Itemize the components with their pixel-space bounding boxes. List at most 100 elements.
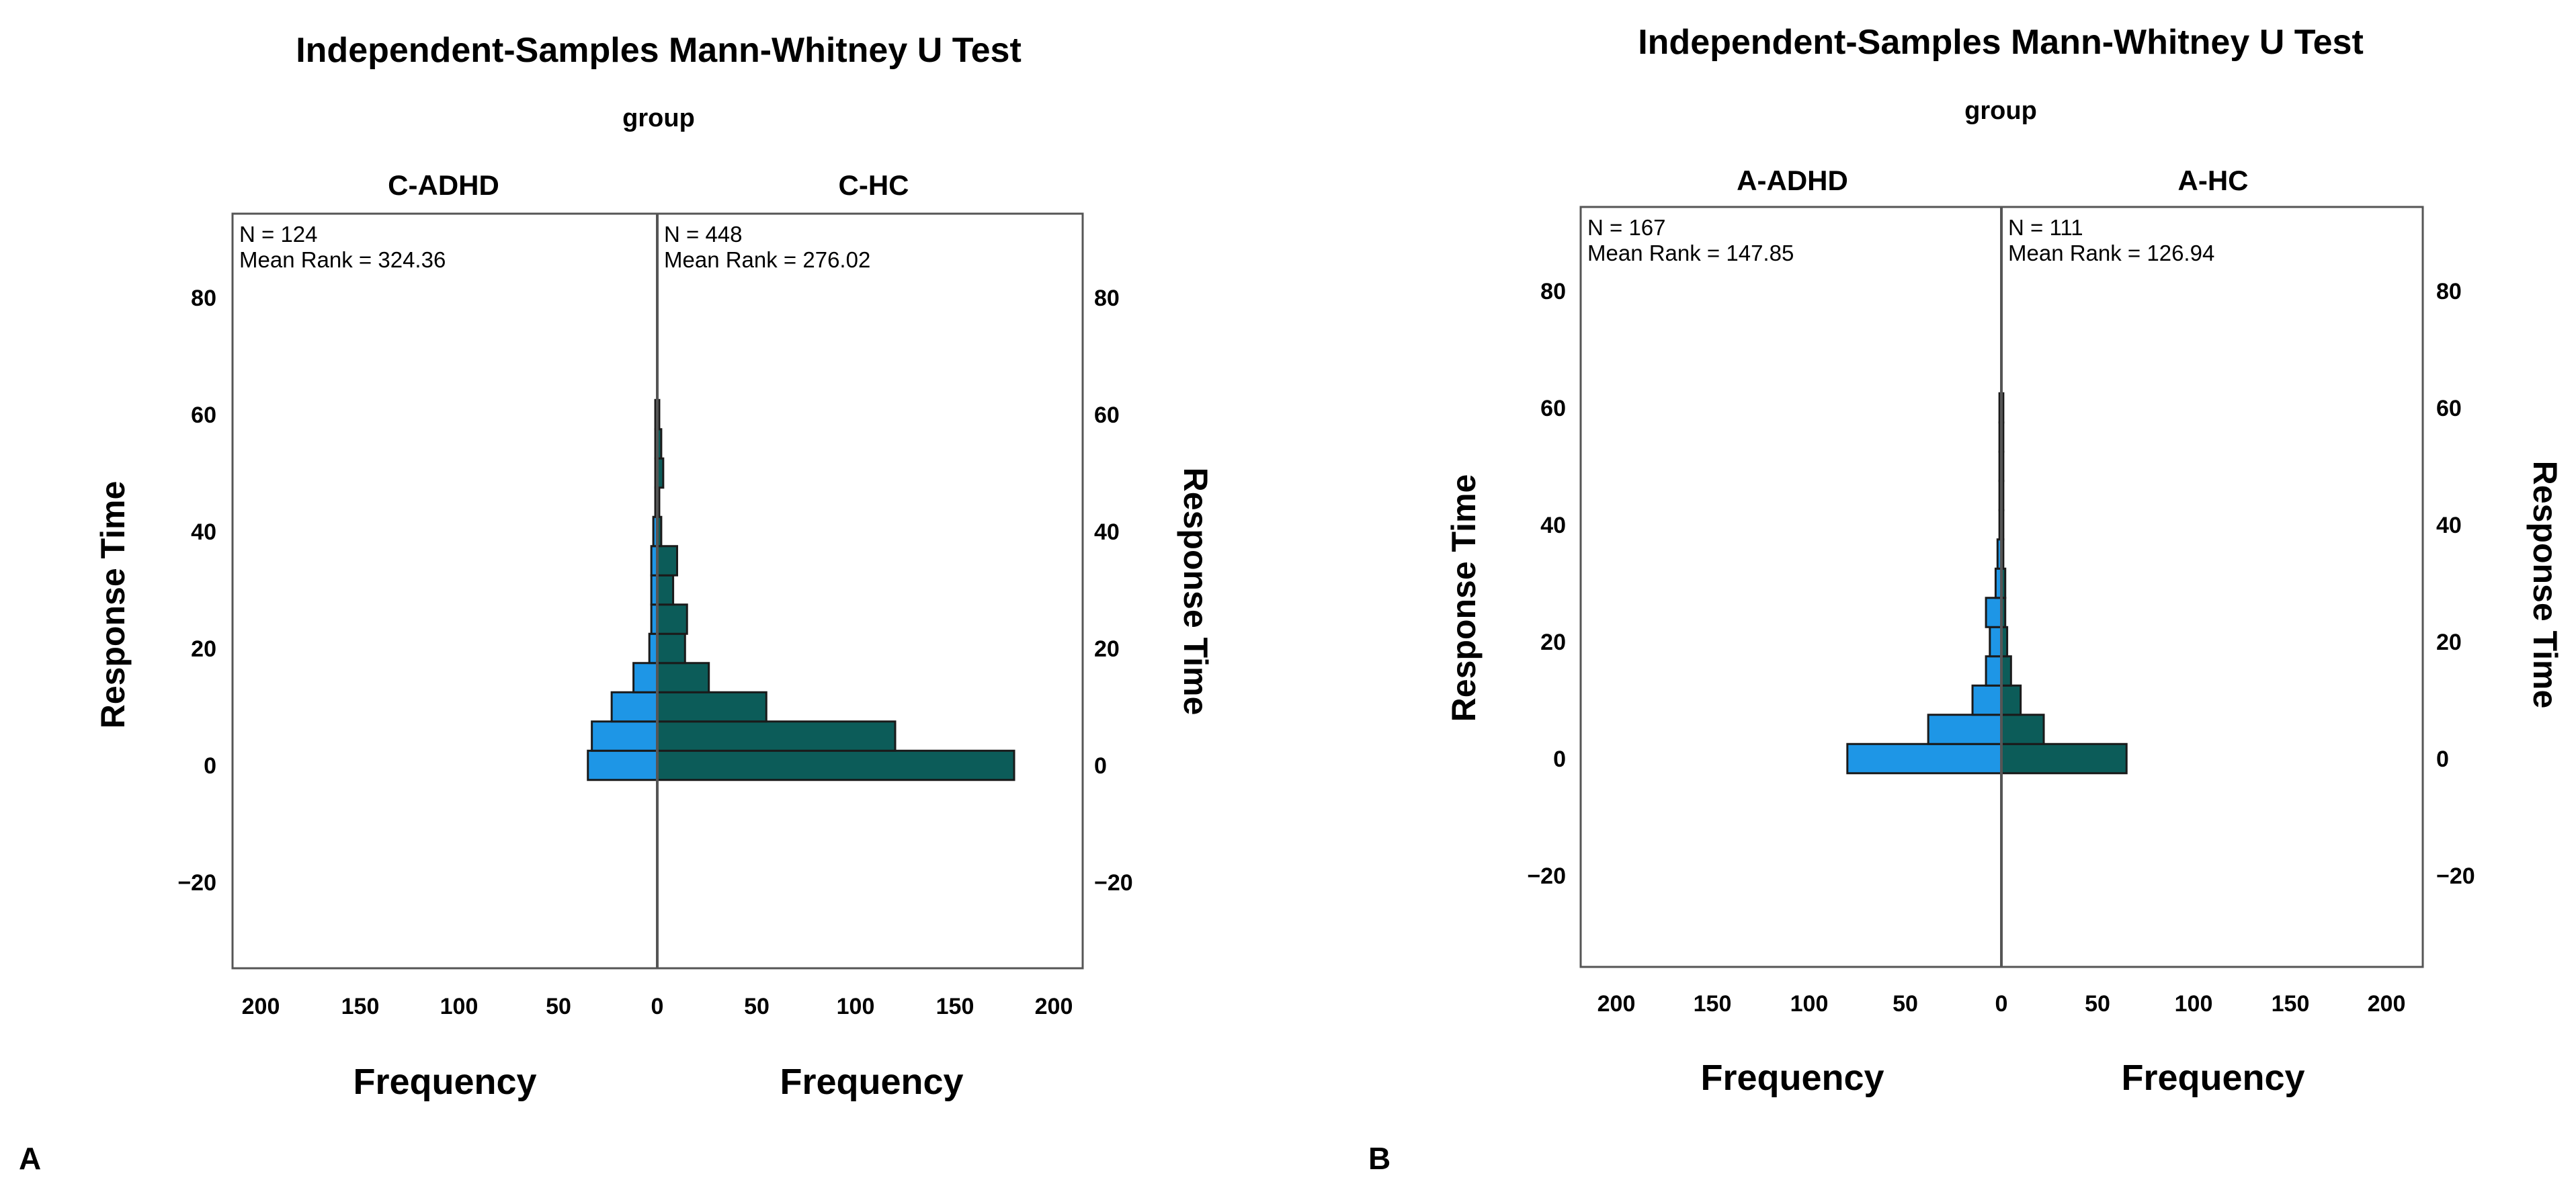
y-tick-label: 80 xyxy=(1540,279,1566,304)
stat-mean-rank-left: Mean Rank = 147.85 xyxy=(1587,241,1794,265)
x-tick-label: 100 xyxy=(837,994,875,1019)
x-axis-title-right: Frequency xyxy=(780,1062,963,1102)
panel-label: B xyxy=(1368,1141,1390,1176)
x-tick-label: 100 xyxy=(440,994,479,1019)
panel-b: Independent-Samples Mann-Whitney U Test … xyxy=(1368,23,2564,1176)
chart-title: Independent-Samples Mann-Whitney U Test xyxy=(1638,23,2364,62)
x-axis-title-left: Frequency xyxy=(353,1062,536,1102)
bars-left xyxy=(1846,392,2003,775)
y-tick-label: 60 xyxy=(2436,396,2462,421)
y-tick-label: 40 xyxy=(1094,519,1120,545)
grouping-label: group xyxy=(1964,97,2037,125)
y-ticks-left: 80 60 40 20 0 −20 xyxy=(1527,279,1566,889)
bar-right-1 xyxy=(2000,714,2045,745)
x-ticks: 200 150 100 50 0 50 100 150 200 xyxy=(242,994,1073,1019)
stat-n-left: N = 124 xyxy=(239,222,318,247)
y-tick-label: −20 xyxy=(1094,870,1133,896)
y-ticks-right: 80 60 40 20 0 −20 xyxy=(1094,286,1133,896)
series-label-left: C-ADHD xyxy=(388,169,499,201)
panel-a: Independent-Samples Mann-Whitney U Test … xyxy=(19,31,1214,1176)
x-tick-label: 200 xyxy=(2368,991,2406,1017)
stat-mean-rank-left: Mean Rank = 324.36 xyxy=(239,247,446,272)
y-tick-label: −20 xyxy=(1527,863,1566,889)
x-tick-label: 150 xyxy=(936,994,974,1019)
y-axis-title-left: Response Time xyxy=(94,481,132,729)
y-tick-label: 20 xyxy=(2436,630,2462,655)
x-tick-label: 150 xyxy=(341,994,380,1019)
stat-mean-rank-right: Mean Rank = 276.02 xyxy=(664,247,870,272)
bar-left-3 xyxy=(1985,655,2003,687)
y-tick-label: 20 xyxy=(191,636,216,662)
x-tick-label: 50 xyxy=(744,994,770,1019)
bar-right-6 xyxy=(656,574,675,606)
x-tick-label: 200 xyxy=(242,994,280,1019)
y-ticks-left: 80 60 40 20 0 −20 xyxy=(177,286,216,896)
bar-left-2 xyxy=(1971,684,2003,716)
x-tick-label: 150 xyxy=(2272,991,2310,1017)
y-tick-label: 80 xyxy=(2436,279,2462,304)
bar-right-3 xyxy=(2000,655,2012,687)
bar-right-2 xyxy=(656,691,767,723)
y-tick-label: 0 xyxy=(1094,753,1107,779)
x-tick-label: 200 xyxy=(1035,994,1073,1019)
stat-n-right: N = 448 xyxy=(664,222,743,247)
bar-left-3 xyxy=(632,662,659,693)
chart-title: Independent-Samples Mann-Whitney U Test xyxy=(296,31,1022,70)
stat-n-left: N = 167 xyxy=(1587,215,1666,240)
x-axis-title-left: Frequency xyxy=(1700,1058,1884,1098)
bars-right xyxy=(2000,392,2128,775)
y-tick-label: −20 xyxy=(177,870,216,896)
y-tick-label: 0 xyxy=(2436,747,2449,772)
bars-left xyxy=(587,398,659,781)
bar-left-2 xyxy=(610,691,659,723)
stat-mean-rank-right: Mean Rank = 126.94 xyxy=(2008,241,2214,265)
y-axis-title-right: Response Time xyxy=(1177,468,1214,716)
y-tick-label: 40 xyxy=(191,519,216,545)
x-tick-label: 50 xyxy=(546,994,571,1019)
bar-right-0 xyxy=(2000,742,2128,775)
y-tick-label: 60 xyxy=(191,402,216,428)
y-tick-label: −20 xyxy=(2436,863,2475,889)
y-tick-label: 80 xyxy=(1094,286,1120,311)
bar-left-0 xyxy=(1846,742,2003,775)
bar-left-1 xyxy=(1927,714,2003,745)
x-tick-label: 50 xyxy=(2085,991,2110,1017)
y-axis-title-left: Response Time xyxy=(1445,474,1483,722)
x-tick-label: 150 xyxy=(1694,991,1732,1017)
grouping-label: group xyxy=(622,104,695,132)
y-tick-label: 0 xyxy=(204,753,216,779)
y-tick-label: 80 xyxy=(191,286,216,311)
bar-left-1 xyxy=(591,720,659,752)
bar-right-2 xyxy=(2000,684,2022,716)
x-tick-label: 100 xyxy=(1790,991,1829,1017)
y-tick-label: 20 xyxy=(1540,630,1566,655)
series-label-right: A-HC xyxy=(2178,165,2249,196)
x-tick-label: 0 xyxy=(1995,991,2008,1017)
bar-right-7 xyxy=(656,545,678,577)
series-label-left: A-ADHD xyxy=(1737,165,1848,196)
bar-right-1 xyxy=(656,720,897,752)
x-axis-title-right: Frequency xyxy=(2121,1058,2304,1098)
y-axis-title-right: Response Time xyxy=(2526,461,2564,709)
bar-right-5 xyxy=(656,603,688,635)
bar-right-0 xyxy=(656,749,1015,781)
y-tick-label: 40 xyxy=(1540,513,1566,538)
y-tick-label: 40 xyxy=(2436,513,2462,538)
bars-right xyxy=(656,398,1015,781)
series-label-right: C-HC xyxy=(839,169,909,201)
panel-label: A xyxy=(19,1141,41,1176)
bar-left-4 xyxy=(1989,626,2003,658)
stat-n-right: N = 111 xyxy=(2008,215,2083,240)
x-ticks: 200 150 100 50 0 50 100 150 200 xyxy=(1597,991,2406,1017)
bar-left-5 xyxy=(1985,597,2003,628)
bar-right-3 xyxy=(656,662,710,693)
y-tick-label: 60 xyxy=(1094,402,1120,428)
y-ticks-right: 80 60 40 20 0 −20 xyxy=(2436,279,2475,889)
x-tick-label: 200 xyxy=(1597,991,1636,1017)
x-tick-label: 50 xyxy=(1893,991,1918,1017)
y-tick-label: 0 xyxy=(1553,747,1566,772)
bar-right-4 xyxy=(656,632,686,665)
bar-left-0 xyxy=(587,749,659,781)
y-tick-label: 20 xyxy=(1094,636,1120,662)
